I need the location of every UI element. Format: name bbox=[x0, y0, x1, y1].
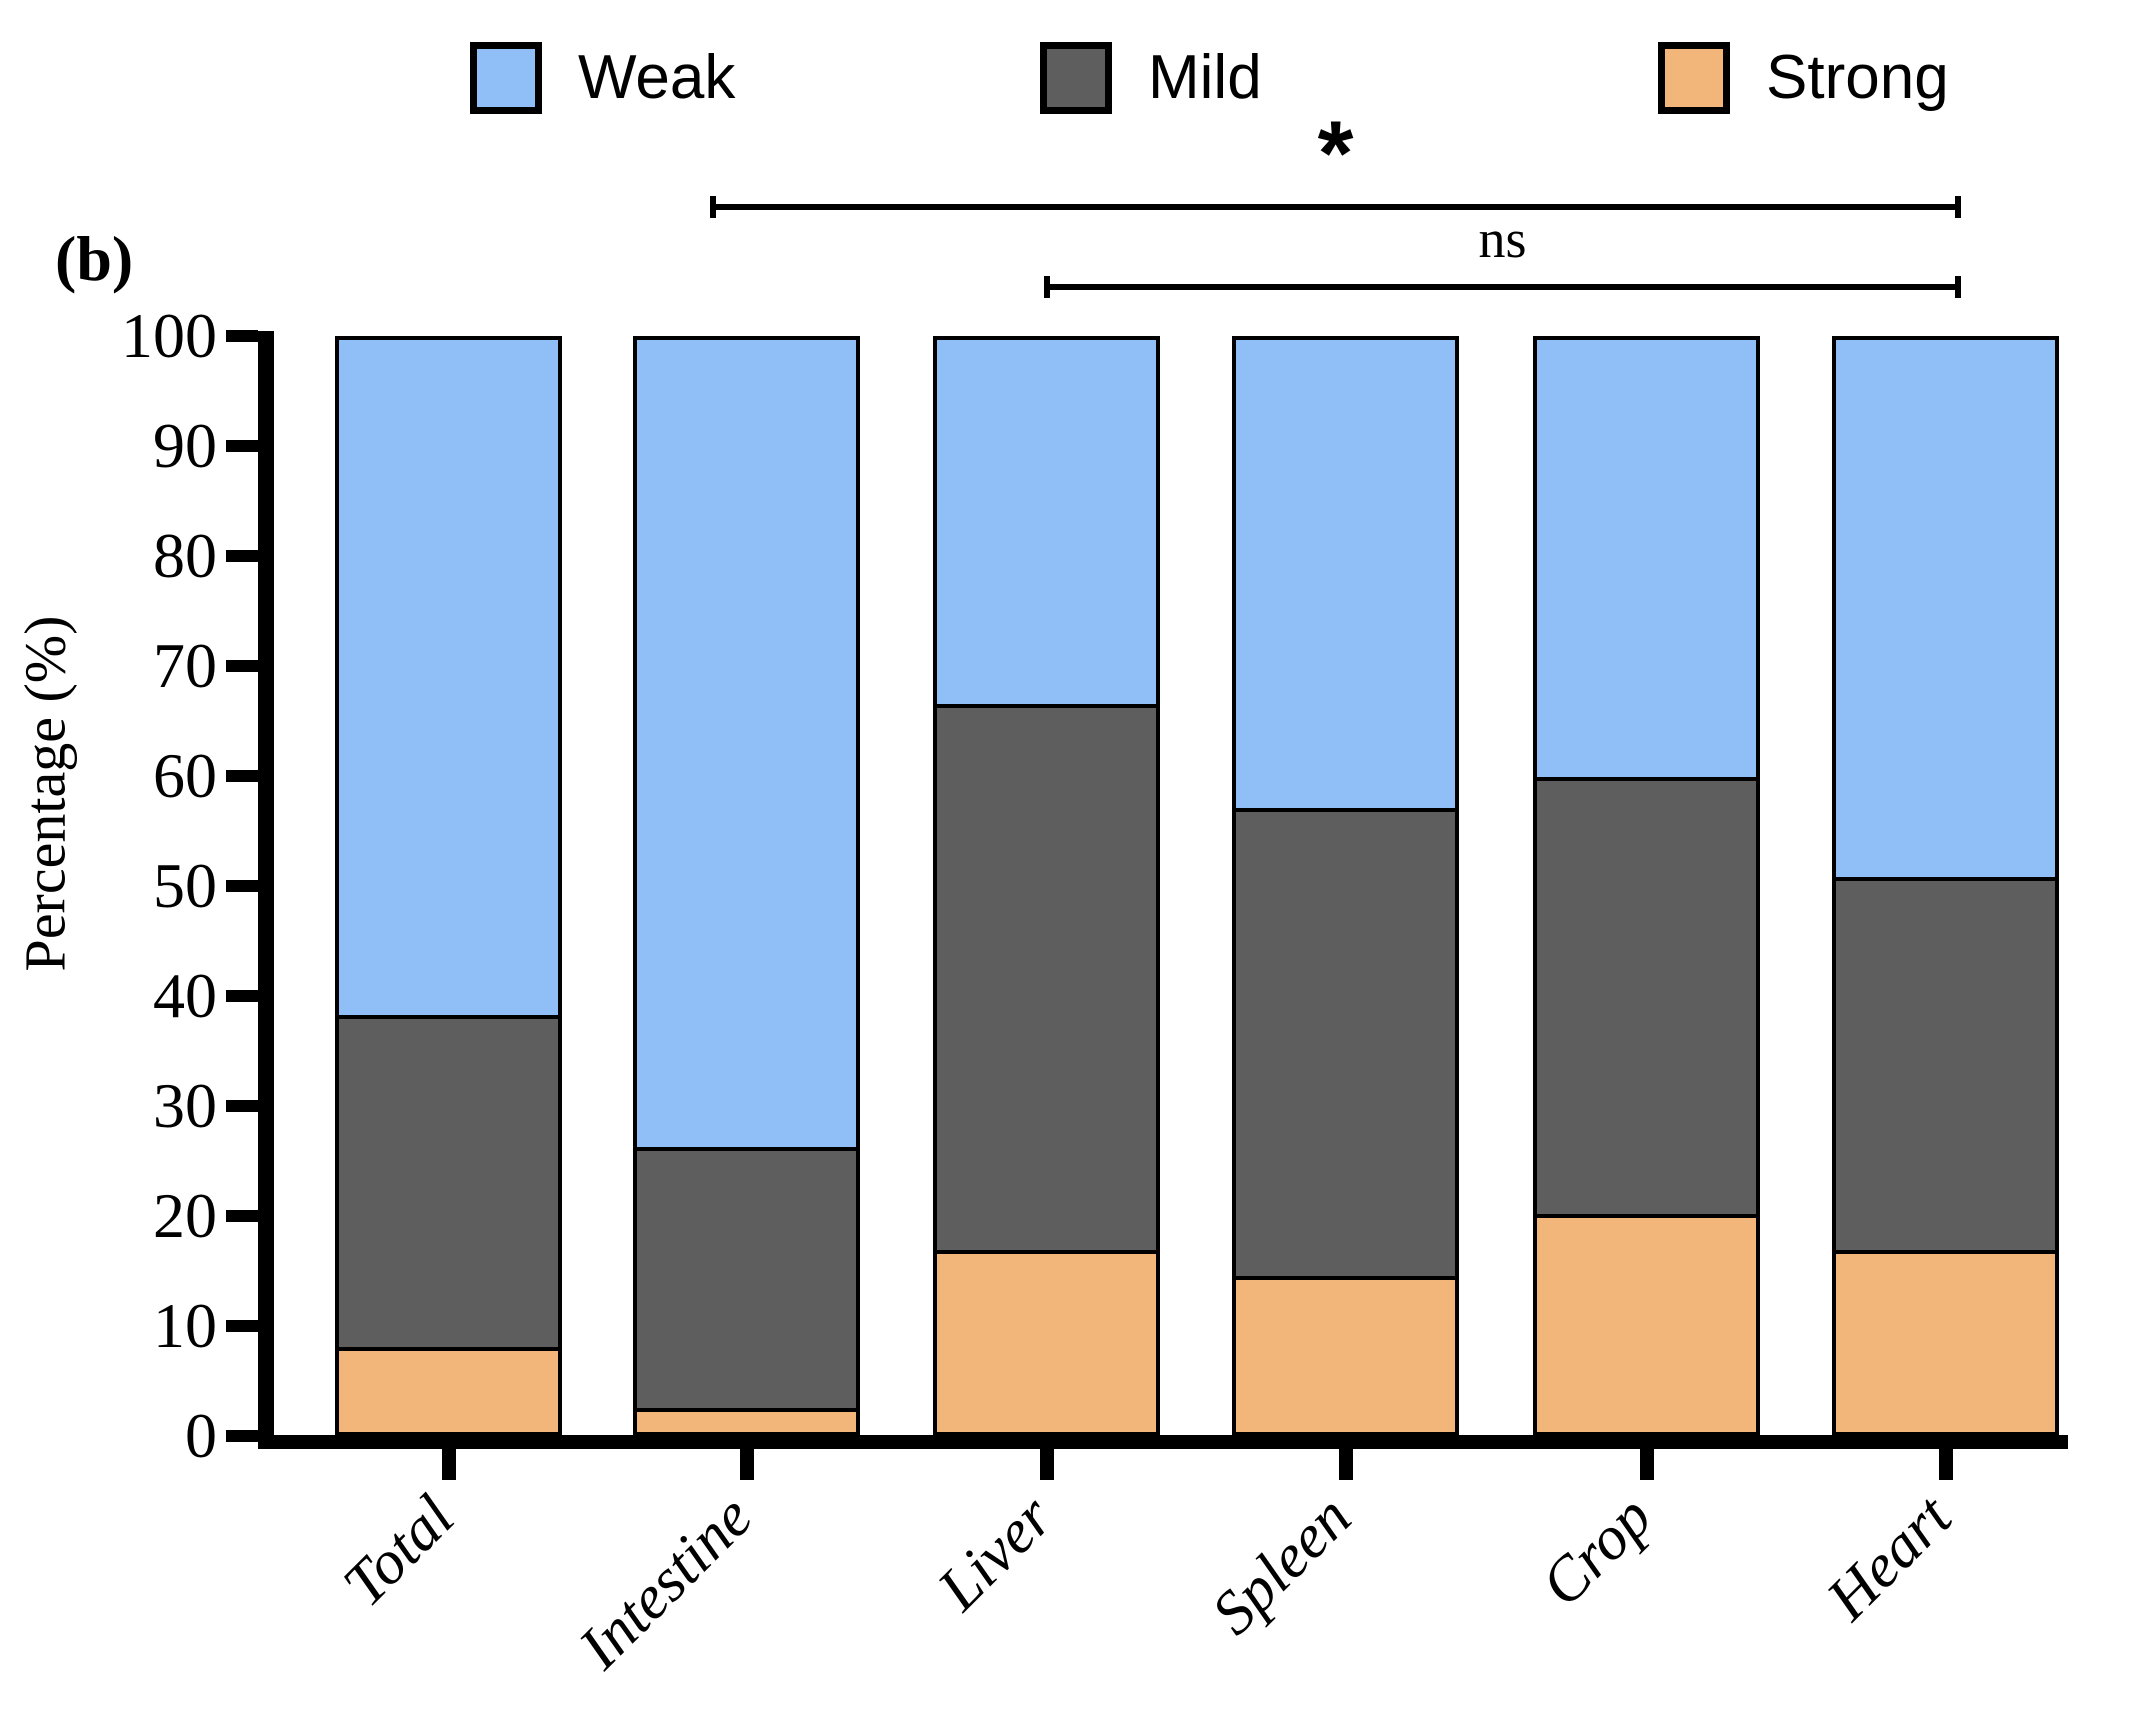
x-category-label-total: Total bbox=[330, 1482, 468, 1620]
legend-label: Strong bbox=[1766, 43, 1949, 112]
y-tick-label: 0 bbox=[185, 1400, 217, 1471]
y-tick bbox=[226, 440, 258, 452]
segment-weak-intestine bbox=[637, 340, 856, 1147]
segment-strong-crop bbox=[1537, 1214, 1756, 1432]
y-tick-label: 60 bbox=[153, 740, 217, 811]
bar-intestine bbox=[633, 336, 860, 1436]
panel-label: (b) bbox=[55, 223, 134, 294]
y-tick-label: 10 bbox=[153, 1290, 217, 1361]
y-tick bbox=[226, 770, 258, 782]
x-category-label-liver: Liver bbox=[924, 1482, 1066, 1624]
significance-bracket-cap bbox=[1955, 276, 1961, 298]
y-tick-label: 40 bbox=[153, 960, 217, 1031]
bar-liver bbox=[933, 336, 1160, 1436]
segment-mild-heart bbox=[1836, 877, 2055, 1250]
y-tick bbox=[226, 660, 258, 672]
y-tick bbox=[226, 1210, 258, 1222]
x-tick bbox=[1338, 1449, 1353, 1480]
segment-mild-spleen bbox=[1236, 808, 1455, 1276]
y-tick bbox=[226, 550, 258, 562]
legend-swatch-mild bbox=[1040, 42, 1112, 114]
y-tick-label: 50 bbox=[153, 850, 217, 921]
segment-weak-heart bbox=[1836, 340, 2055, 877]
segment-strong-intestine bbox=[637, 1408, 856, 1432]
y-tick-label: 70 bbox=[153, 630, 217, 701]
y-tick bbox=[226, 1100, 258, 1112]
segment-mild-intestine bbox=[637, 1147, 856, 1408]
y-tick bbox=[226, 990, 258, 1002]
y-tick-label: 30 bbox=[153, 1070, 217, 1141]
x-tick bbox=[441, 1449, 456, 1480]
segment-mild-liver bbox=[937, 704, 1156, 1250]
segment-weak-liver bbox=[937, 340, 1156, 704]
y-axis-spine bbox=[258, 331, 274, 1449]
y-tick bbox=[226, 330, 258, 342]
significance-bracket-cap bbox=[1955, 196, 1961, 218]
legend-label: Mild bbox=[1148, 43, 1262, 112]
significance-bracket-cap bbox=[1044, 276, 1050, 298]
segment-mild-total bbox=[339, 1015, 558, 1347]
bar-heart bbox=[1832, 336, 2059, 1436]
y-tick bbox=[226, 1320, 258, 1332]
bar-spleen bbox=[1232, 336, 1459, 1436]
y-tick-label: 80 bbox=[153, 520, 217, 591]
y-axis-title: Percentage (%) bbox=[12, 615, 78, 972]
segment-strong-heart bbox=[1836, 1250, 2055, 1432]
legend-swatch-weak bbox=[470, 42, 542, 114]
x-category-label-intestine: Intestine bbox=[566, 1482, 766, 1682]
y-tick-label: 20 bbox=[153, 1180, 217, 1251]
significance-bracket-line bbox=[710, 204, 1961, 210]
y-tick bbox=[226, 1430, 258, 1442]
segment-mild-crop bbox=[1537, 777, 1756, 1214]
x-category-label-crop: Crop bbox=[1528, 1482, 1666, 1620]
legend-label: Weak bbox=[578, 43, 736, 112]
significance-bracket-cap bbox=[710, 196, 716, 218]
x-tick bbox=[1039, 1449, 1054, 1480]
y-tick bbox=[226, 880, 258, 892]
x-category-label-spleen: Spleen bbox=[1199, 1482, 1365, 1648]
legend-swatch-strong bbox=[1658, 42, 1730, 114]
x-tick bbox=[1639, 1449, 1654, 1480]
segment-strong-total bbox=[339, 1347, 558, 1432]
segment-strong-spleen bbox=[1236, 1276, 1455, 1432]
significance-bracket-line bbox=[1044, 284, 1961, 290]
segment-strong-liver bbox=[937, 1250, 1156, 1432]
segment-weak-total bbox=[339, 340, 558, 1015]
bar-crop bbox=[1533, 336, 1760, 1436]
bar-total bbox=[335, 336, 562, 1436]
significance-label-asterisk: * bbox=[1317, 103, 1354, 205]
significance-label-ns: ns bbox=[1478, 209, 1527, 269]
x-axis-spine bbox=[258, 1435, 2068, 1449]
x-category-label-heart: Heart bbox=[1813, 1482, 1965, 1634]
x-tick bbox=[739, 1449, 754, 1480]
y-tick-label: 100 bbox=[121, 300, 217, 371]
segment-weak-crop bbox=[1537, 340, 1756, 777]
segment-weak-spleen bbox=[1236, 340, 1455, 808]
x-tick bbox=[1938, 1449, 1953, 1480]
y-tick-label: 90 bbox=[153, 410, 217, 481]
